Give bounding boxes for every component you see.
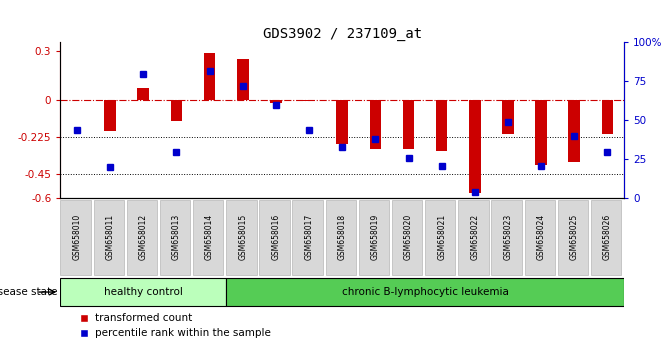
Text: disease state: disease state	[0, 287, 57, 297]
Text: GSM658014: GSM658014	[205, 214, 214, 260]
Text: GSM658018: GSM658018	[338, 214, 347, 260]
Text: GSM658025: GSM658025	[570, 214, 579, 260]
Bar	[535, 100, 547, 165]
Text: GSM658010: GSM658010	[72, 214, 81, 260]
Text: GSM658012: GSM658012	[139, 214, 148, 260]
Text: GSM658022: GSM658022	[470, 214, 479, 260]
Bar	[392, 200, 422, 275]
Bar	[160, 200, 190, 275]
Text: GSM658024: GSM658024	[537, 214, 546, 260]
Bar	[370, 100, 381, 149]
Bar	[138, 88, 149, 100]
Text: healthy control: healthy control	[104, 287, 183, 297]
Title: GDS3902 / 237109_at: GDS3902 / 237109_at	[262, 28, 422, 41]
Bar	[436, 100, 448, 151]
Bar	[127, 200, 157, 275]
Text: GSM658013: GSM658013	[172, 214, 181, 260]
Bar	[237, 59, 248, 100]
Text: GSM658023: GSM658023	[503, 214, 513, 260]
Bar	[359, 200, 389, 275]
Bar	[591, 200, 621, 275]
Bar	[525, 200, 555, 275]
Bar	[425, 200, 456, 275]
Text: GSM658015: GSM658015	[238, 214, 247, 260]
Bar	[403, 100, 414, 149]
Text: GSM658019: GSM658019	[371, 214, 380, 260]
Bar	[226, 278, 624, 306]
Bar	[502, 100, 514, 134]
Text: GSM658017: GSM658017	[305, 214, 313, 260]
Bar	[325, 200, 356, 275]
Text: GSM658011: GSM658011	[105, 214, 115, 260]
Bar	[259, 200, 290, 275]
Bar	[568, 100, 580, 162]
Bar	[60, 200, 91, 275]
Text: GSM658016: GSM658016	[271, 214, 280, 260]
Text: GSM658026: GSM658026	[603, 214, 612, 260]
Bar	[204, 53, 215, 100]
Text: GSM658021: GSM658021	[437, 214, 446, 260]
Legend: transformed count, percentile rank within the sample: transformed count, percentile rank withi…	[79, 313, 270, 338]
Text: GSM658020: GSM658020	[404, 214, 413, 260]
Bar	[60, 278, 226, 306]
Text: chronic B-lymphocytic leukemia: chronic B-lymphocytic leukemia	[342, 287, 509, 297]
Bar	[93, 200, 124, 275]
Bar	[491, 200, 522, 275]
Bar	[104, 100, 116, 131]
Bar	[170, 100, 183, 121]
Bar	[303, 100, 315, 101]
Bar	[336, 100, 348, 144]
Bar	[193, 200, 223, 275]
Bar	[558, 200, 588, 275]
Bar	[270, 100, 282, 103]
Bar	[226, 200, 256, 275]
Bar	[602, 100, 613, 134]
Bar	[469, 100, 480, 193]
Bar	[458, 200, 488, 275]
Bar	[293, 200, 323, 275]
